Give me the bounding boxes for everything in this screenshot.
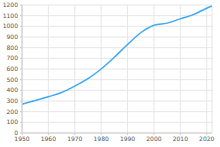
svg-text:2000: 2000: [146, 135, 161, 142]
svg-text:1950: 1950: [14, 135, 29, 142]
svg-text:600: 600: [8, 65, 18, 72]
svg-text:1970: 1970: [67, 135, 82, 142]
svg-text:1200: 1200: [8, 1, 18, 8]
svg-text:100: 100: [8, 118, 18, 125]
svg-text:200: 200: [8, 108, 18, 115]
svg-text:1100: 1100: [8, 12, 18, 19]
svg-text:1000: 1000: [8, 22, 18, 29]
svg-text:500: 500: [8, 76, 18, 83]
svg-text:800: 800: [8, 44, 18, 51]
svg-text:700: 700: [8, 54, 18, 61]
svg-text:1980: 1980: [94, 135, 109, 142]
svg-text:2010: 2010: [173, 135, 188, 142]
svg-text:2020: 2020: [199, 135, 212, 142]
svg-text:1990: 1990: [120, 135, 135, 142]
svg-text:400: 400: [8, 86, 18, 93]
svg-text:0: 0: [14, 129, 18, 136]
svg-text:1960: 1960: [41, 135, 56, 142]
svg-text:900: 900: [8, 33, 18, 40]
svg-text:300: 300: [8, 97, 18, 104]
